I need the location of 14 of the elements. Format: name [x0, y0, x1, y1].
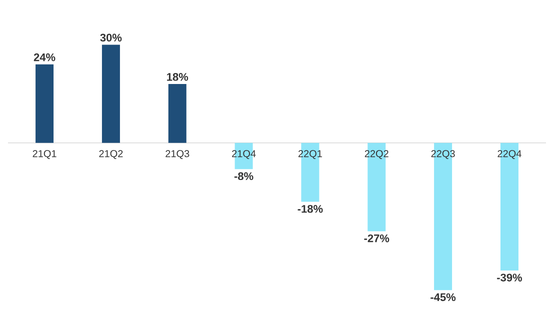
data-label: 18%: [167, 73, 188, 81]
x-tick-label: 21Q2: [99, 150, 123, 159]
data-label: -39%: [497, 274, 522, 282]
data-label: 24%: [34, 53, 56, 62]
data-label: -8%: [234, 172, 254, 180]
data-label: 30%: [100, 34, 122, 42]
bar: [36, 64, 54, 143]
data-label: -18%: [298, 205, 323, 213]
data-label: -45%: [430, 293, 456, 302]
x-tick-label: 21Q1: [32, 150, 56, 159]
bar: [102, 44, 120, 143]
bar: [168, 84, 186, 143]
data-label: -27%: [364, 234, 390, 242]
x-tick-label: 21Q3: [166, 150, 190, 159]
